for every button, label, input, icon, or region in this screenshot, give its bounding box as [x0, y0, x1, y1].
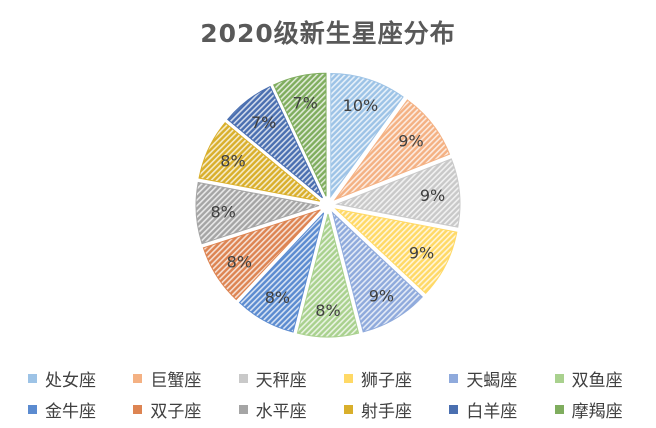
data-label-2: 9%	[398, 132, 423, 151]
data-label-12: 7%	[292, 94, 317, 113]
legend-label-8: 双子座	[150, 402, 202, 422]
legend-swatch-9	[238, 405, 248, 414]
legend-swatch-12	[554, 405, 564, 414]
data-label-9: 8%	[211, 203, 236, 222]
legend-swatch-10	[343, 405, 353, 414]
legend-label-1: 处女座	[45, 371, 96, 391]
legend-swatch-11	[449, 405, 459, 414]
legend-label-6: 双鱼座	[571, 371, 623, 391]
pie-slice-7	[238, 212, 325, 333]
legend-item-12: 摩羯座	[554, 397, 638, 422]
legend-item-9: 水平座	[238, 397, 322, 422]
legend-swatch-1	[28, 374, 37, 383]
legend-item-4: 狮子座	[343, 366, 427, 391]
pie-slice-8	[202, 209, 321, 301]
pie-slice-5	[331, 211, 423, 333]
legend: 处女座 巨蟹座 天秤座 狮子座 天蝎座 双鱼座金牛座 双子座 水平座 射手座 白羊座 摩羯座	[28, 366, 638, 422]
legend-item-6: 双鱼座	[554, 366, 638, 391]
data-label-11: 7%	[251, 113, 276, 132]
pie-slice-1	[330, 72, 404, 198]
legend-item-3: 天秤座	[238, 366, 322, 391]
legend-label-5: 天蝎座	[466, 371, 518, 391]
legend-item-2: 巨蟹座	[133, 366, 216, 391]
pie-slice-4	[334, 208, 458, 294]
data-label-8: 8%	[227, 252, 252, 271]
legend-swatch-8	[133, 405, 143, 414]
legend-swatch-3	[238, 374, 248, 383]
data-label-3: 9%	[420, 186, 445, 205]
legend-item-11: 白羊座	[449, 397, 532, 422]
legend-swatch-5	[449, 374, 459, 383]
legend-label-12: 摩羯座	[571, 402, 623, 422]
pie-slice-2	[333, 99, 451, 201]
legend-swatch-6	[554, 374, 564, 383]
pie-slice-12	[273, 72, 327, 197]
data-label-4: 9%	[409, 244, 434, 263]
pie-slice-3	[335, 158, 461, 228]
legend-item-1: 处女座	[28, 366, 111, 391]
chart-title: 2020级新生星座分布	[200, 19, 456, 48]
legend-swatch-7	[28, 405, 37, 414]
legend-item-8: 双子座	[133, 397, 216, 422]
legend-item-7: 金牛座	[28, 397, 111, 422]
pie-slice-6	[296, 213, 360, 338]
pie-slice-9	[195, 181, 320, 245]
pie-slice-11	[227, 85, 323, 199]
legend-label-4: 狮子座	[360, 371, 412, 391]
data-label-1: 10%	[343, 96, 379, 115]
data-label-5: 9%	[369, 286, 394, 305]
legend-item-5: 天蝎座	[449, 366, 532, 391]
legend-item-10: 射手座	[343, 397, 427, 422]
legend-label-9: 水平座	[255, 402, 307, 422]
data-label-10: 8%	[220, 151, 245, 170]
legend-label-10: 射手座	[360, 402, 412, 422]
data-label-7: 8%	[265, 288, 290, 307]
legend-label-3: 天秤座	[255, 371, 307, 391]
legend-swatch-4	[343, 374, 353, 383]
legend-label-11: 白羊座	[466, 402, 518, 422]
pie-slice-10	[198, 122, 321, 202]
legend-swatch-2	[133, 374, 143, 383]
legend-label-2: 巨蟹座	[150, 371, 202, 391]
legend-label-7: 金牛座	[45, 402, 96, 422]
data-label-6: 8%	[315, 301, 340, 320]
